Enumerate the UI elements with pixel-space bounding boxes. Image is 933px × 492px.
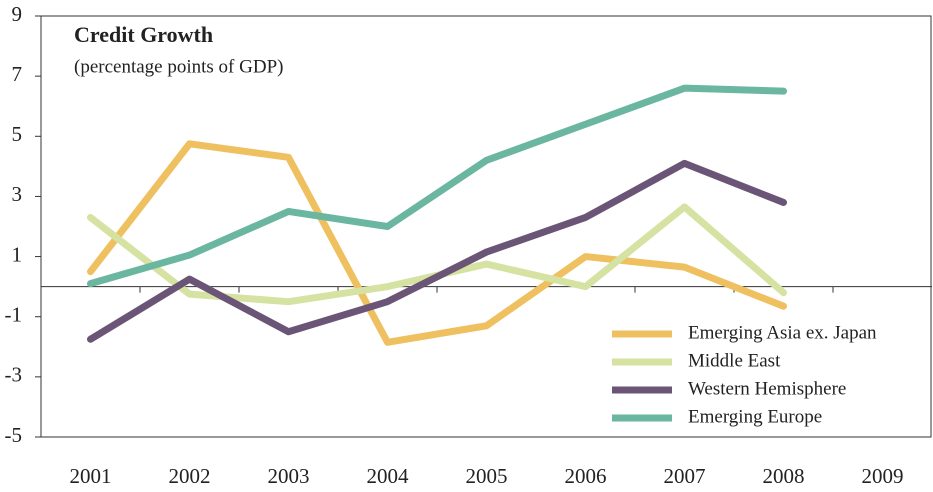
x-tick-label: 2009 [862, 464, 904, 488]
x-tick-label: 2006 [565, 464, 607, 488]
legend-label: Emerging Europe [688, 406, 822, 427]
y-tick-label: -3 [5, 363, 23, 387]
chart-subtitle: (percentage points of GDP) [74, 56, 283, 77]
y-tick-label: 5 [12, 122, 23, 146]
legend-label: Middle East [688, 350, 781, 371]
series-line [87, 159, 787, 343]
x-tick-label: 2001 [70, 464, 112, 488]
x-tick-label: 2008 [763, 464, 805, 488]
x-tick-label: 2005 [466, 464, 508, 488]
y-tick-label: 7 [12, 62, 23, 86]
plot-frame [40, 15, 932, 438]
x-tick-label: 2002 [169, 464, 211, 488]
y-tick-label: 9 [12, 2, 23, 26]
y-tick-label: 1 [12, 242, 23, 266]
y-tick-label: 3 [12, 182, 23, 206]
x-tick-label: 2004 [367, 464, 410, 488]
legend-label: Emerging Asia ex. Japan [688, 322, 877, 343]
x-tick-label: 2003 [268, 464, 310, 488]
y-tick-label: -5 [5, 423, 23, 447]
x-tick-label: 2007 [664, 464, 706, 488]
legend-label: Western Hemisphere [688, 378, 846, 399]
series-line [87, 140, 787, 346]
series-line [87, 84, 787, 288]
y-tick-label: -1 [5, 303, 23, 327]
chart-title: Credit Growth [74, 22, 213, 47]
